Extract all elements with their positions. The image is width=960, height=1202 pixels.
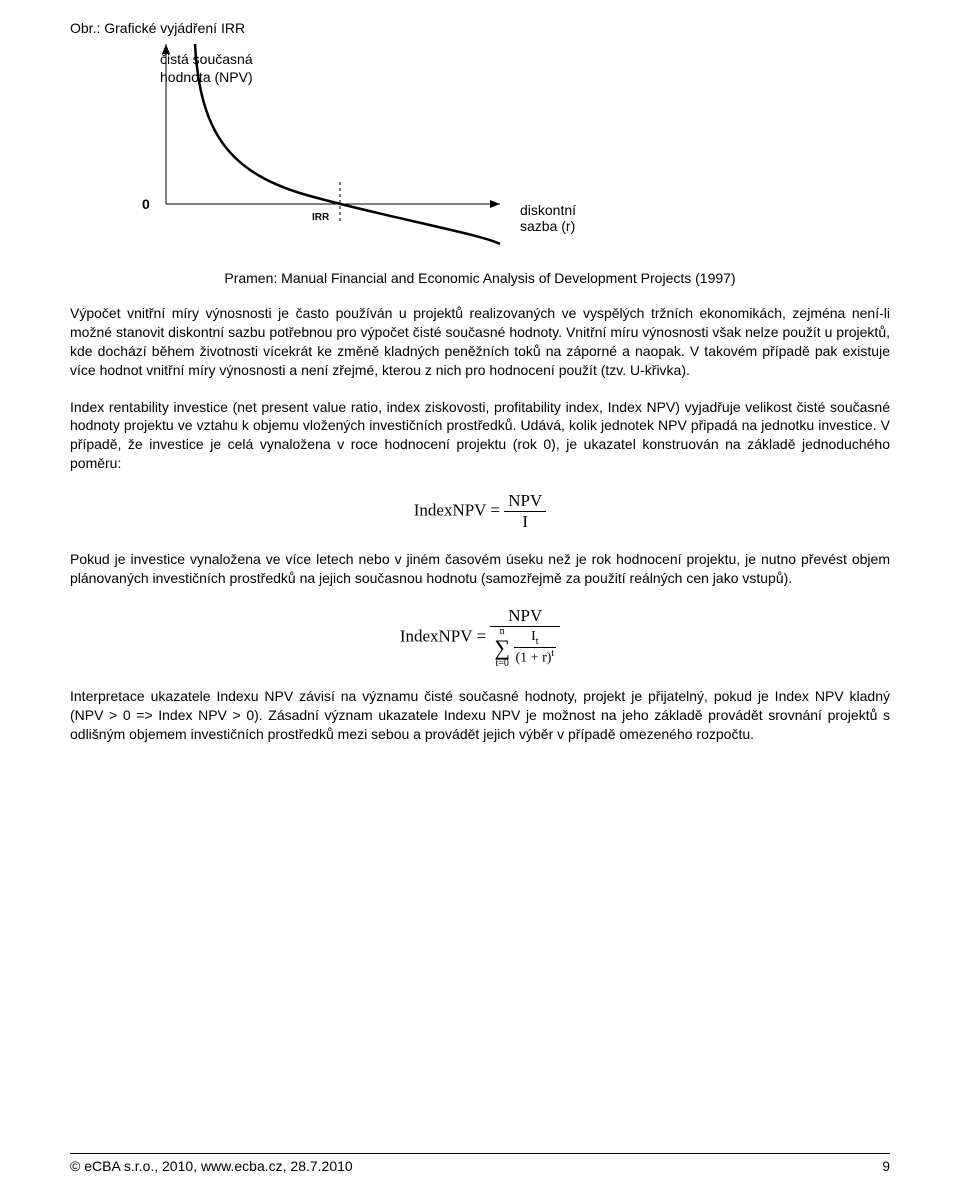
chart-svg xyxy=(160,44,520,254)
formula-2-den: n ∑ t=0 It (1 + r)t xyxy=(490,627,560,669)
formula-2-left: IndexNPV xyxy=(400,626,472,645)
formula-2-eq: = xyxy=(472,626,490,645)
footer: © eCBA s.r.o., 2010, www.ecba.cz, 28.7.2… xyxy=(70,1153,890,1174)
footer-left: © eCBA s.r.o., 2010, www.ecba.cz, 28.7.2… xyxy=(70,1158,353,1174)
paragraph-2: Index rentability investice (net present… xyxy=(70,398,890,474)
paragraph-4: Interpretace ukazatele Indexu NPV závisí… xyxy=(70,687,890,744)
formula-1-den: I xyxy=(504,512,546,532)
inner-num: It xyxy=(514,629,557,648)
formula-1-left: IndexNPV xyxy=(414,501,486,520)
zero-label: 0 xyxy=(142,196,150,212)
paragraph-3: Pokud je investice vynaložena ve více le… xyxy=(70,550,890,588)
inner-den: (1 + r)t xyxy=(514,648,557,667)
sum-bottom: t=0 xyxy=(494,659,510,669)
figure-title: Obr.: Grafické vyjádření IRR xyxy=(70,20,890,36)
irr-label: IRR xyxy=(312,212,329,223)
x-axis-label: diskontní sazba (r) xyxy=(520,202,580,234)
formula-1-num: NPV xyxy=(504,491,546,512)
sigma-icon: n ∑ t=0 xyxy=(494,627,510,669)
formula-1: IndexNPV = NPVI xyxy=(70,491,890,532)
source-line: Pramen: Manual Financial and Economic An… xyxy=(70,270,890,286)
page-number: 9 xyxy=(882,1158,890,1174)
formula-2: IndexNPV = NPV n ∑ t=0 It (1 + r)t xyxy=(70,606,890,669)
formula-1-eq: = xyxy=(486,501,504,520)
formula-2-num: NPV xyxy=(490,606,560,627)
paragraph-1: Výpočet vnitřní míry výnosnosti je často… xyxy=(70,304,890,380)
irr-chart: 0 IRR diskontní sazba (r) xyxy=(160,44,580,264)
